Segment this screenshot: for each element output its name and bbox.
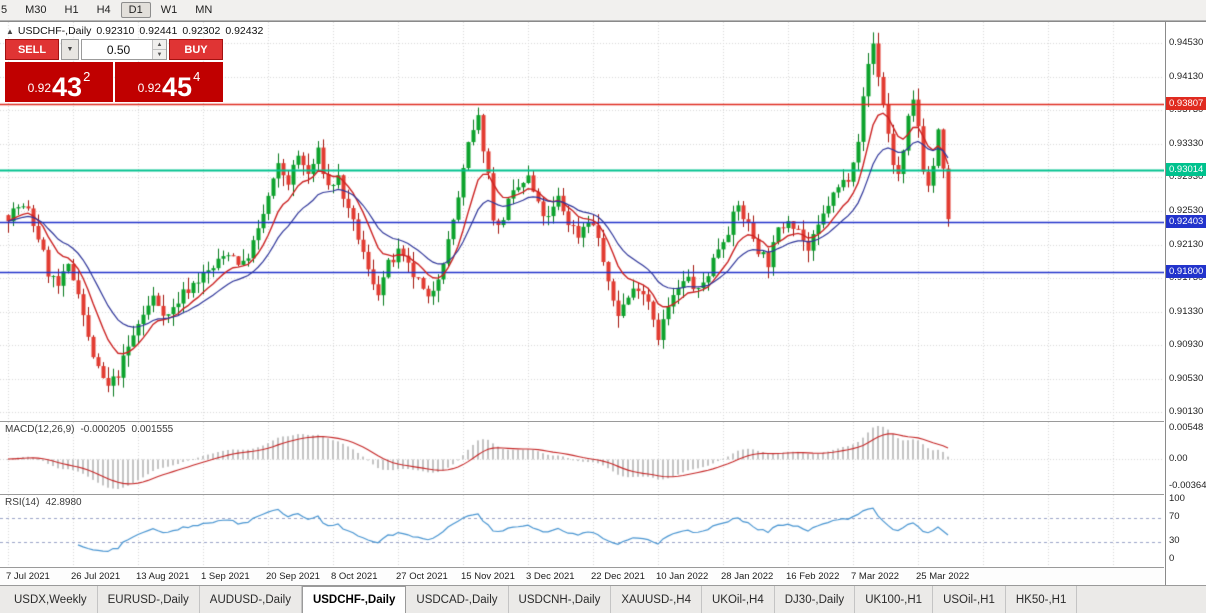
rsi-axis-label: 70 [1169, 511, 1180, 522]
symbol-tab[interactable]: DJ30-,Daily [775, 586, 856, 613]
volume-spinner: ▲ ▼ [152, 40, 166, 59]
timeframe-toolbar: 5 M30 H1 H4 D1 W1 MN [0, 0, 1206, 21]
rsi-value: 42.8980 [45, 497, 82, 508]
rsi-axis-label: 100 [1169, 493, 1185, 504]
timeframe-button-m30[interactable]: M30 [25, 4, 47, 16]
sell-price-pip-digit: 2 [83, 69, 91, 84]
date-label: 1 Sep 2021 [201, 571, 250, 582]
date-label: 15 Nov 2021 [461, 571, 515, 582]
symbol-tab[interactable]: UKOil-,H4 [702, 586, 775, 613]
chart-symbol-label: USDCHF-,Daily [17, 25, 92, 37]
macd-indicator-name: MACD(12,26,9) [5, 424, 75, 435]
hline-price-label: 0.92403 [1166, 214, 1206, 228]
date-axis: 7 Jul 2021 26 Jul 2021 13 Aug 2021 1 Sep 20… [0, 567, 1164, 586]
symbol-tab[interactable]: USDCAD-,Daily [406, 586, 509, 613]
date-label: 25 Mar 2022 [916, 571, 970, 582]
price-tick-label: 0.90130 [1169, 406, 1204, 418]
date-label: 20 Sep 2021 [266, 571, 320, 582]
volume-field: ▲ ▼ [81, 39, 167, 60]
one-click-collapse-icon[interactable]: ▲ [6, 27, 14, 36]
macd-axis-label: 0.00 [1169, 452, 1188, 464]
date-label: 27 Oct 2021 [396, 571, 448, 582]
date-label: 13 Aug 2021 [136, 571, 190, 582]
macd-canvas[interactable] [0, 422, 1164, 494]
buy-price-pip-digit: 4 [193, 69, 201, 84]
sell-button[interactable]: SELL [5, 39, 59, 60]
timeframe-button-d1[interactable]: D1 [120, 2, 151, 18]
plot-column: ▲ USDCHF-,Daily 0.92310 0.92441 0.92302 0.924… [0, 22, 1164, 586]
macd-label: MACD(12,26,9) -0.000205 0.001555 [5, 424, 173, 435]
rsi-indicator-name: RSI(14) [5, 497, 40, 508]
rsi-canvas[interactable] [0, 495, 1164, 567]
price-tick-label: 0.92530 [1169, 204, 1204, 216]
symbol-tab[interactable]: EURUSD-,Daily [98, 586, 200, 613]
timeframe-button-h4[interactable]: H4 [96, 4, 111, 16]
buy-price-prefix: 0.92 [137, 81, 162, 95]
volume-increase-button[interactable]: ▲ [153, 40, 166, 50]
symbol-tab[interactable]: XAUUSD-,H4 [611, 586, 702, 613]
timeframe-button-mn[interactable]: MN [195, 4, 213, 16]
buy-price-display[interactable]: 0.92 45 4 [115, 62, 223, 102]
symbol-tabbar: USDX,Weekly EURUSD-,Daily AUDUSD-,Daily USD… [0, 585, 1206, 613]
date-label: 7 Mar 2022 [851, 571, 900, 582]
volume-decrease-button[interactable]: ▼ [153, 50, 166, 59]
timeframe-button-w1[interactable]: W1 [160, 4, 178, 16]
price-pane: ▲ USDCHF-,Daily 0.92310 0.92441 0.92302 0.924… [0, 22, 1164, 420]
symbol-tab[interactable]: AUDUSD-,Daily [200, 586, 302, 613]
symbol-tab[interactable]: UK100-,H1 [855, 586, 934, 613]
buy-button[interactable]: BUY [169, 39, 223, 60]
sell-price-display[interactable]: 0.92 43 2 [5, 62, 113, 102]
price-axis: 0.945300.941300.937300.933300.929300.925… [1165, 22, 1206, 586]
macd-axis-label: 0.00548 [1169, 422, 1204, 433]
date-label: 28 Jan 2022 [721, 571, 774, 582]
sell-price-big-digits: 43 [52, 71, 83, 102]
rsi-axis-label: 0 [1169, 553, 1175, 564]
date-label: 8 Oct 2021 [331, 571, 378, 582]
timeframe-button-h1[interactable]: H1 [64, 4, 79, 16]
rsi-label: RSI(14) 42.8980 [5, 497, 82, 508]
hline-price-label: 0.91800 [1166, 265, 1206, 279]
symbol-tab[interactable]: HK50-,H1 [1006, 586, 1078, 613]
price-tick-label: 0.93330 [1169, 137, 1204, 149]
price-tick-label: 0.91330 [1169, 305, 1204, 317]
price-tick-label: 0.92130 [1169, 238, 1204, 250]
date-label: 22 Dec 2021 [591, 571, 645, 582]
chevron-down-icon: ▼ [66, 46, 74, 53]
hline-price-label: 0.93807 [1166, 96, 1206, 110]
hline-price-label: 0.93014 [1166, 163, 1206, 177]
macd-signal-value: 0.001555 [131, 424, 174, 435]
buy-price-big-digits: 45 [162, 71, 193, 102]
ohlc-high: 0.92441 [139, 25, 178, 37]
price-tick-label: 0.90530 [1169, 372, 1204, 384]
price-tick-label: 0.92930 [1169, 171, 1204, 183]
one-click-trading-panel: SELL ▼ ▲ ▼ BUY [5, 39, 223, 102]
symbol-tab[interactable]: USOil-,H1 [933, 586, 1006, 613]
ohlc-open: 0.92310 [96, 25, 135, 37]
price-tick-label: 0.94530 [1169, 36, 1204, 48]
macd-axis-label: -0.00364 [1169, 480, 1206, 491]
chart-area: ▲ USDCHF-,Daily 0.92310 0.92441 0.92302 0.924… [0, 21, 1206, 586]
order-options-dropdown[interactable]: ▼ [61, 39, 79, 60]
date-label: 26 Jul 2021 [71, 571, 121, 582]
price-tick-label: 0.90930 [1169, 339, 1204, 351]
symbol-tab[interactable]: USDCNH-,Daily [509, 586, 612, 613]
chart-title: ▲ USDCHF-,Daily 0.92310 0.92441 0.92302 0.924… [6, 25, 263, 37]
ohlc-close: 0.92432 [225, 25, 264, 37]
date-label: 10 Jan 2022 [656, 571, 709, 582]
sell-price-prefix: 0.92 [27, 81, 52, 95]
date-label: 7 Jul 2021 [6, 571, 50, 582]
ohlc-low: 0.92302 [182, 25, 221, 37]
rsi-axis-label: 30 [1169, 535, 1180, 546]
macd-pane: MACD(12,26,9) -0.000205 0.001555 [0, 421, 1164, 494]
macd-main-value: -0.000205 [80, 424, 126, 435]
symbol-tab[interactable]: USDCHF-,Daily [301, 586, 407, 613]
volume-input[interactable] [82, 40, 166, 59]
timeframe-button-5[interactable]: 5 [1, 4, 8, 16]
date-label: 3 Dec 2021 [526, 571, 575, 582]
symbol-tab[interactable]: USDX,Weekly [4, 586, 98, 613]
price-tick-label: 0.94130 [1169, 70, 1204, 82]
rsi-pane: RSI(14) 42.8980 [0, 494, 1164, 567]
date-label: 16 Feb 2022 [786, 571, 840, 582]
